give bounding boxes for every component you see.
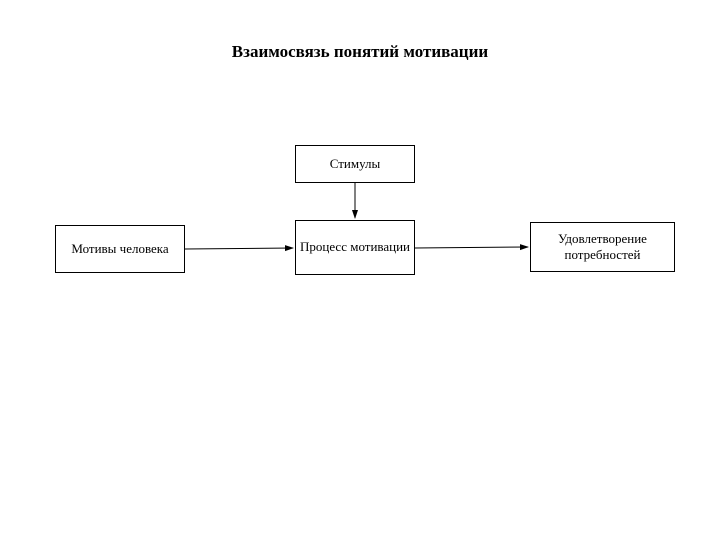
- node-process-label: Процесс мотивации: [300, 239, 410, 255]
- edge-motives-to-process: [185, 248, 293, 249]
- node-stimuli-label: Стимулы: [330, 156, 381, 172]
- node-satisfaction-label: Удовлетворение потребностей: [531, 231, 674, 264]
- node-stimuli: Стимулы: [295, 145, 415, 183]
- edge-process-to-satisfaction: [415, 247, 528, 248]
- node-process: Процесс мотивации: [295, 220, 415, 275]
- node-motives: Мотивы человека: [55, 225, 185, 273]
- node-satisfaction: Удовлетворение потребностей: [530, 222, 675, 272]
- node-motives-label: Мотивы человека: [71, 241, 168, 257]
- diagram-title: Взаимосвязь понятий мотивации: [0, 42, 720, 62]
